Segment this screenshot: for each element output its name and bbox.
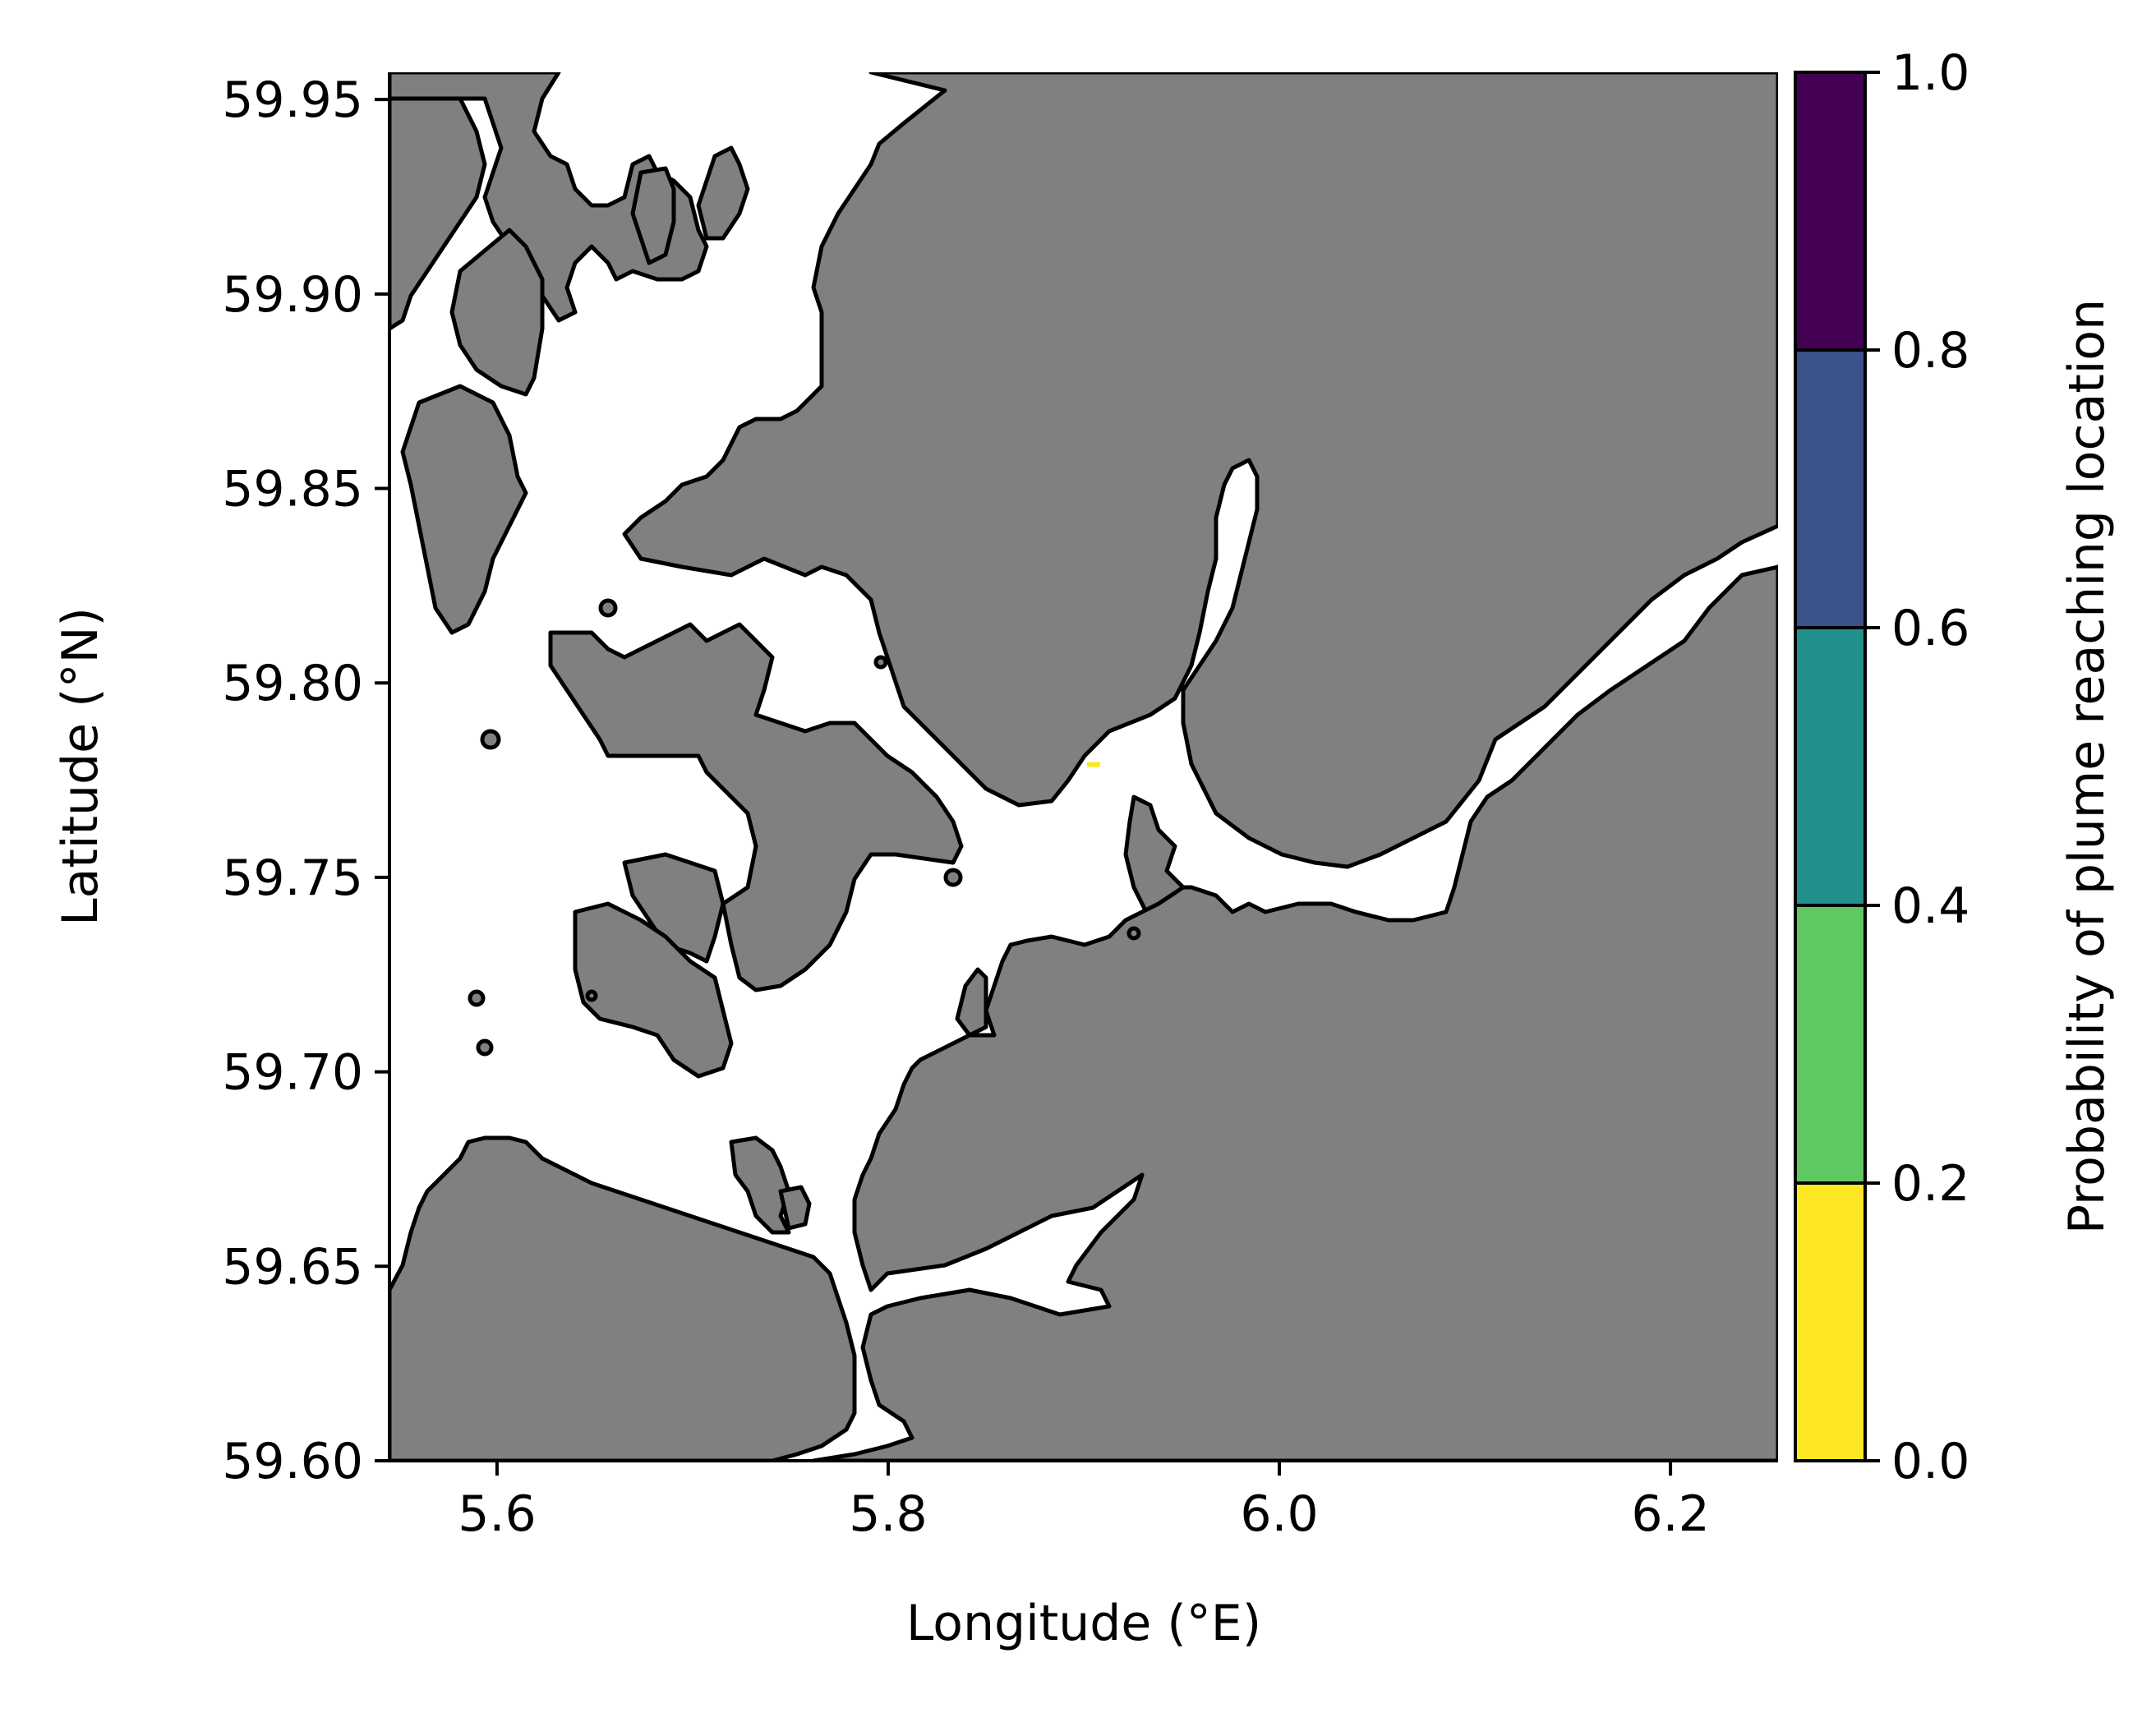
land-islet-3 bbox=[476, 1038, 494, 1057]
land-mainland-southwest bbox=[389, 1135, 857, 1461]
colorbar-ticks: 0.0 0.2 0.4 0.6 0.8 1.0 bbox=[1795, 44, 1969, 1490]
land-islet-2 bbox=[468, 989, 486, 1007]
y-tick-label: 59.95 bbox=[222, 71, 363, 129]
colorbar-tick-label: 0.6 bbox=[1891, 600, 1969, 657]
land-island-5 bbox=[630, 166, 676, 265]
x-tick-label: 6.0 bbox=[1240, 1485, 1318, 1543]
land-island-1 bbox=[389, 96, 487, 331]
x-axis-title: Longitude (°E) bbox=[906, 1595, 1261, 1652]
land-islet-5 bbox=[873, 655, 888, 670]
map-plot-area bbox=[388, 72, 1778, 1462]
colorbar-bin bbox=[1795, 628, 1865, 905]
x-axis-ticks: 5.6 5.8 6.0 6.2 bbox=[458, 1461, 1710, 1543]
y-tick-label: 59.85 bbox=[222, 461, 363, 518]
colorbar-tick-label: 0.4 bbox=[1891, 877, 1969, 935]
colorbar-tick-label: 0.8 bbox=[1891, 322, 1969, 380]
colorbar-frame bbox=[1794, 71, 1867, 1462]
land-island-2 bbox=[449, 228, 545, 397]
land-island-11 bbox=[778, 1185, 812, 1231]
land-islet-6 bbox=[943, 868, 963, 887]
x-tick-label: 5.6 bbox=[458, 1485, 536, 1543]
colorbar-bin bbox=[1795, 905, 1865, 1183]
colorbar-tick-label: 1.0 bbox=[1891, 44, 1969, 102]
land-north-peninsula bbox=[389, 72, 709, 323]
land-islet-7 bbox=[1126, 926, 1141, 941]
land-island-6 bbox=[622, 852, 726, 964]
land-mainland-southeast bbox=[811, 564, 1778, 1461]
y-axis-title: Latitude (°N) bbox=[52, 607, 109, 926]
land-mainland-northeast bbox=[622, 72, 1778, 869]
land-island-3 bbox=[400, 384, 528, 635]
land-islet-1 bbox=[480, 729, 501, 750]
land-island-7 bbox=[573, 901, 734, 1079]
colorbar-bin bbox=[1795, 72, 1865, 350]
y-tick-label: 59.70 bbox=[222, 1044, 363, 1102]
y-tick-label: 59.90 bbox=[222, 266, 363, 324]
land-island-10 bbox=[729, 1135, 791, 1235]
y-tick-label: 59.60 bbox=[222, 1433, 363, 1490]
land-islet-8 bbox=[585, 989, 598, 1002]
x-tick-label: 5.8 bbox=[849, 1485, 927, 1543]
y-axis-ticks: 59.60 59.65 59.70 59.75 59.80 59.85 59.90 59.95 bbox=[222, 71, 389, 1490]
x-tick-label: 6.2 bbox=[1631, 1485, 1709, 1543]
colorbar: 0.0 0.2 0.4 0.6 0.8 1.0 Probability of plume … bbox=[1794, 44, 2116, 1490]
colorbar-bin bbox=[1795, 350, 1865, 628]
y-tick-label: 59.80 bbox=[222, 655, 363, 712]
land-island-central bbox=[548, 622, 964, 992]
land-islet-4 bbox=[598, 598, 618, 618]
land-island-4 bbox=[696, 145, 750, 241]
plume-layer bbox=[1086, 762, 1100, 767]
colorbar-bin bbox=[1795, 1183, 1865, 1461]
colorbar-tick-label: 0.0 bbox=[1891, 1433, 1969, 1490]
colorbar-label: Probability of plume reaching location bbox=[2058, 299, 2116, 1234]
y-tick-label: 59.75 bbox=[222, 850, 363, 907]
colorbar-tick-label: 0.2 bbox=[1891, 1155, 1969, 1213]
plume-cell bbox=[1086, 762, 1100, 767]
y-tick-label: 59.65 bbox=[222, 1238, 363, 1296]
colorbar-bins bbox=[1795, 72, 1865, 1461]
